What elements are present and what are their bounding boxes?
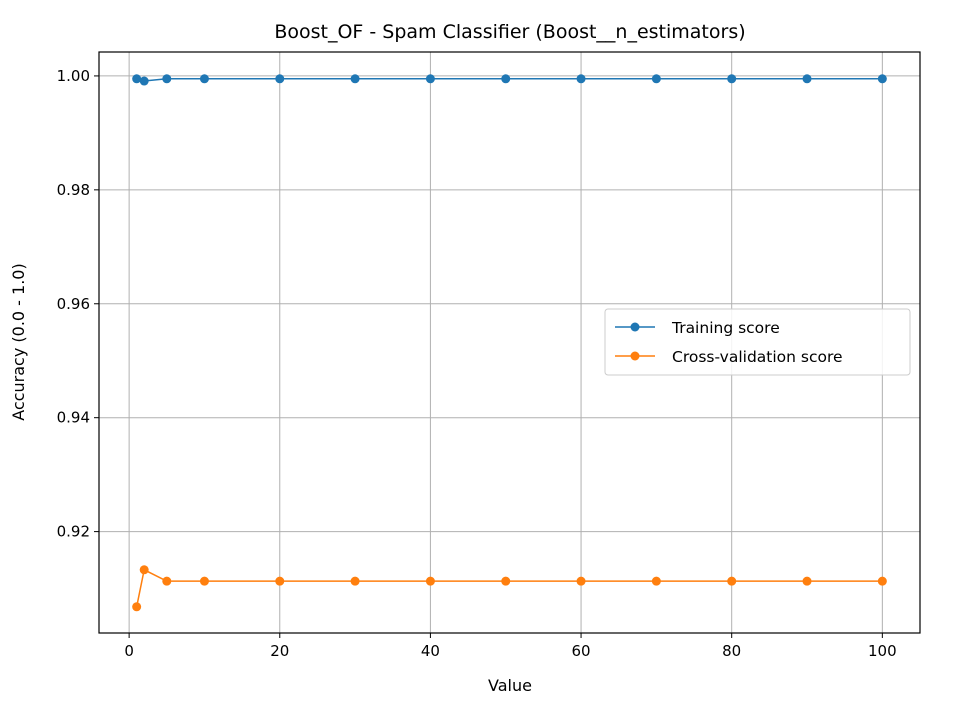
data-point xyxy=(576,576,586,586)
data-point xyxy=(651,576,661,586)
data-point xyxy=(802,576,812,586)
legend-box xyxy=(604,308,911,376)
legend-label-training: Training score xyxy=(671,319,780,337)
data-point xyxy=(425,576,435,586)
y-tick-label: 1.00 xyxy=(57,67,90,85)
data-point xyxy=(501,576,511,586)
x-tick-label: 20 xyxy=(270,642,289,660)
y-tick-label: 0.94 xyxy=(57,409,90,427)
series-group xyxy=(132,74,887,612)
data-point xyxy=(802,74,812,84)
plot-area-frame xyxy=(98,51,921,634)
data-point xyxy=(350,576,360,586)
chart-title: Boost_OF - Spam Classifier (Boost__n_est… xyxy=(274,21,745,43)
data-point xyxy=(132,74,142,84)
y-tick-label: 0.98 xyxy=(57,181,90,199)
legend-marker-training xyxy=(630,322,640,332)
x-tick-label: 100 xyxy=(868,642,897,660)
data-point xyxy=(139,76,149,86)
legend-marker-cv xyxy=(630,351,640,361)
data-point xyxy=(275,576,285,586)
data-point xyxy=(162,74,172,84)
data-point xyxy=(132,602,142,612)
legend: Training score Cross-validation score xyxy=(604,308,911,376)
data-point xyxy=(139,565,149,575)
y-tick-label: 0.92 xyxy=(57,523,90,541)
data-point xyxy=(275,74,285,84)
x-tick-label: 80 xyxy=(722,642,741,660)
data-point xyxy=(199,74,209,84)
legend-label-cv: Cross-validation score xyxy=(672,348,843,366)
data-point xyxy=(727,74,737,84)
series-training xyxy=(132,74,887,86)
x-tick-label: 0 xyxy=(124,642,134,660)
series-cross-validation xyxy=(132,565,887,612)
x-tick-label: 60 xyxy=(572,642,591,660)
data-point xyxy=(501,74,511,84)
grid xyxy=(99,52,920,633)
data-point xyxy=(877,576,887,586)
data-point xyxy=(350,74,360,84)
x-axis-label: Value xyxy=(488,676,532,695)
data-point xyxy=(162,576,172,586)
x-tick-label: 40 xyxy=(421,642,440,660)
data-point xyxy=(651,74,661,84)
y-axis-label: Accuracy (0.0 - 1.0) xyxy=(9,263,28,420)
y-tick-label: 0.96 xyxy=(57,295,90,313)
axis-ticks: 0 20 40 60 80 100 0.92 0.94 0.96 0.98 1.00 xyxy=(57,67,897,660)
data-point xyxy=(877,74,887,84)
data-point xyxy=(727,576,737,586)
data-point xyxy=(199,576,209,586)
data-point xyxy=(425,74,435,84)
data-point xyxy=(576,74,586,84)
